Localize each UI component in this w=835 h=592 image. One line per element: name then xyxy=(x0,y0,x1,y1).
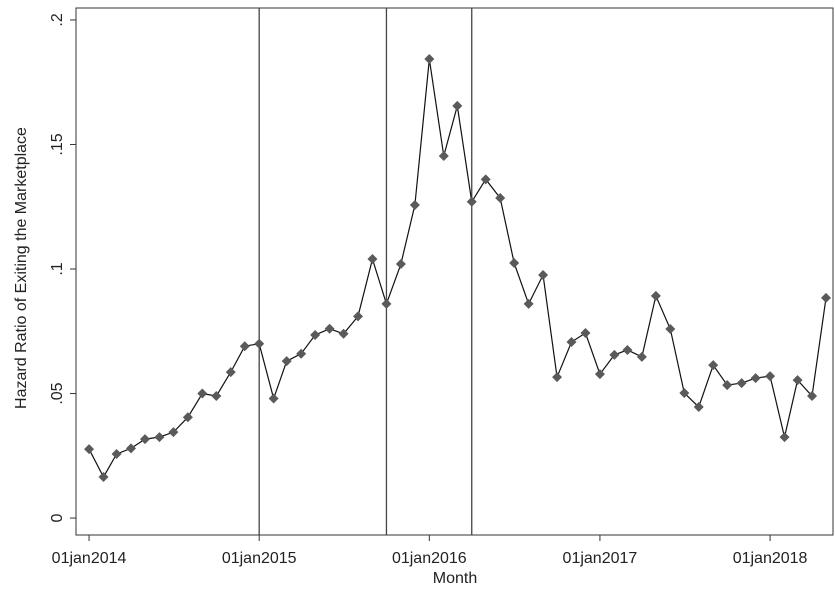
data-point xyxy=(338,328,349,339)
y-axis-label: Hazard Ratio of Exiting the Marketplace xyxy=(13,127,30,409)
data-point xyxy=(281,356,292,367)
data-point xyxy=(268,393,279,404)
data-point xyxy=(792,375,803,386)
x-tick-label: 01jan2018 xyxy=(733,550,808,567)
y-tick-label: .05 xyxy=(49,382,66,404)
data-point xyxy=(708,360,719,371)
y-tick-label: .15 xyxy=(49,133,66,155)
data-point xyxy=(111,449,122,460)
data-point xyxy=(310,330,321,341)
data-point xyxy=(182,412,193,423)
data-point xyxy=(594,369,605,380)
data-point xyxy=(523,298,534,309)
data-point xyxy=(807,391,818,402)
data-point xyxy=(424,54,435,65)
x-axis-label: Month xyxy=(433,570,477,587)
data-point xyxy=(679,388,690,399)
data-point xyxy=(480,174,491,185)
data-point xyxy=(367,254,378,265)
data-point xyxy=(139,434,150,445)
data-point xyxy=(580,328,591,339)
data-point xyxy=(126,443,137,454)
data-point xyxy=(154,432,165,443)
y-tick-label: 0 xyxy=(49,514,66,523)
series-line xyxy=(88,58,827,479)
data-point xyxy=(552,372,563,383)
data-point xyxy=(650,290,661,301)
data-point xyxy=(296,348,307,359)
data-point xyxy=(409,200,420,211)
data-point xyxy=(211,391,222,402)
data-point xyxy=(665,324,676,335)
data-point xyxy=(254,338,265,349)
y-tick-label: .1 xyxy=(49,262,66,275)
x-tick-label: 01jan2015 xyxy=(222,550,297,567)
data-point xyxy=(353,311,364,322)
data-point xyxy=(452,100,463,111)
plot-frame xyxy=(75,7,834,536)
data-point xyxy=(693,401,704,412)
data-point xyxy=(225,367,236,378)
data-point xyxy=(395,259,406,270)
data-point xyxy=(622,344,633,355)
data-point xyxy=(84,444,95,455)
data-point xyxy=(197,388,208,399)
data-point xyxy=(239,341,250,352)
data-point xyxy=(779,432,790,443)
data-point xyxy=(509,258,520,269)
y-tick-label: .2 xyxy=(49,13,66,26)
data-point xyxy=(466,196,477,207)
data-point xyxy=(495,193,506,204)
data-point xyxy=(324,323,335,334)
data-point xyxy=(609,349,620,360)
x-tick-label: 01jan2017 xyxy=(563,550,638,567)
data-point xyxy=(538,269,549,280)
data-point xyxy=(821,292,832,303)
data-point xyxy=(722,380,733,391)
data-point xyxy=(98,471,109,482)
data-point xyxy=(636,351,647,362)
data-point xyxy=(736,378,747,389)
data-point xyxy=(438,150,449,161)
data-point xyxy=(750,373,761,384)
data-point xyxy=(765,371,776,382)
x-tick-label: 01jan2014 xyxy=(52,550,127,567)
data-point xyxy=(566,336,577,347)
data-point xyxy=(168,427,179,438)
data-point xyxy=(381,298,392,309)
x-tick-label: 01jan2016 xyxy=(392,550,467,567)
